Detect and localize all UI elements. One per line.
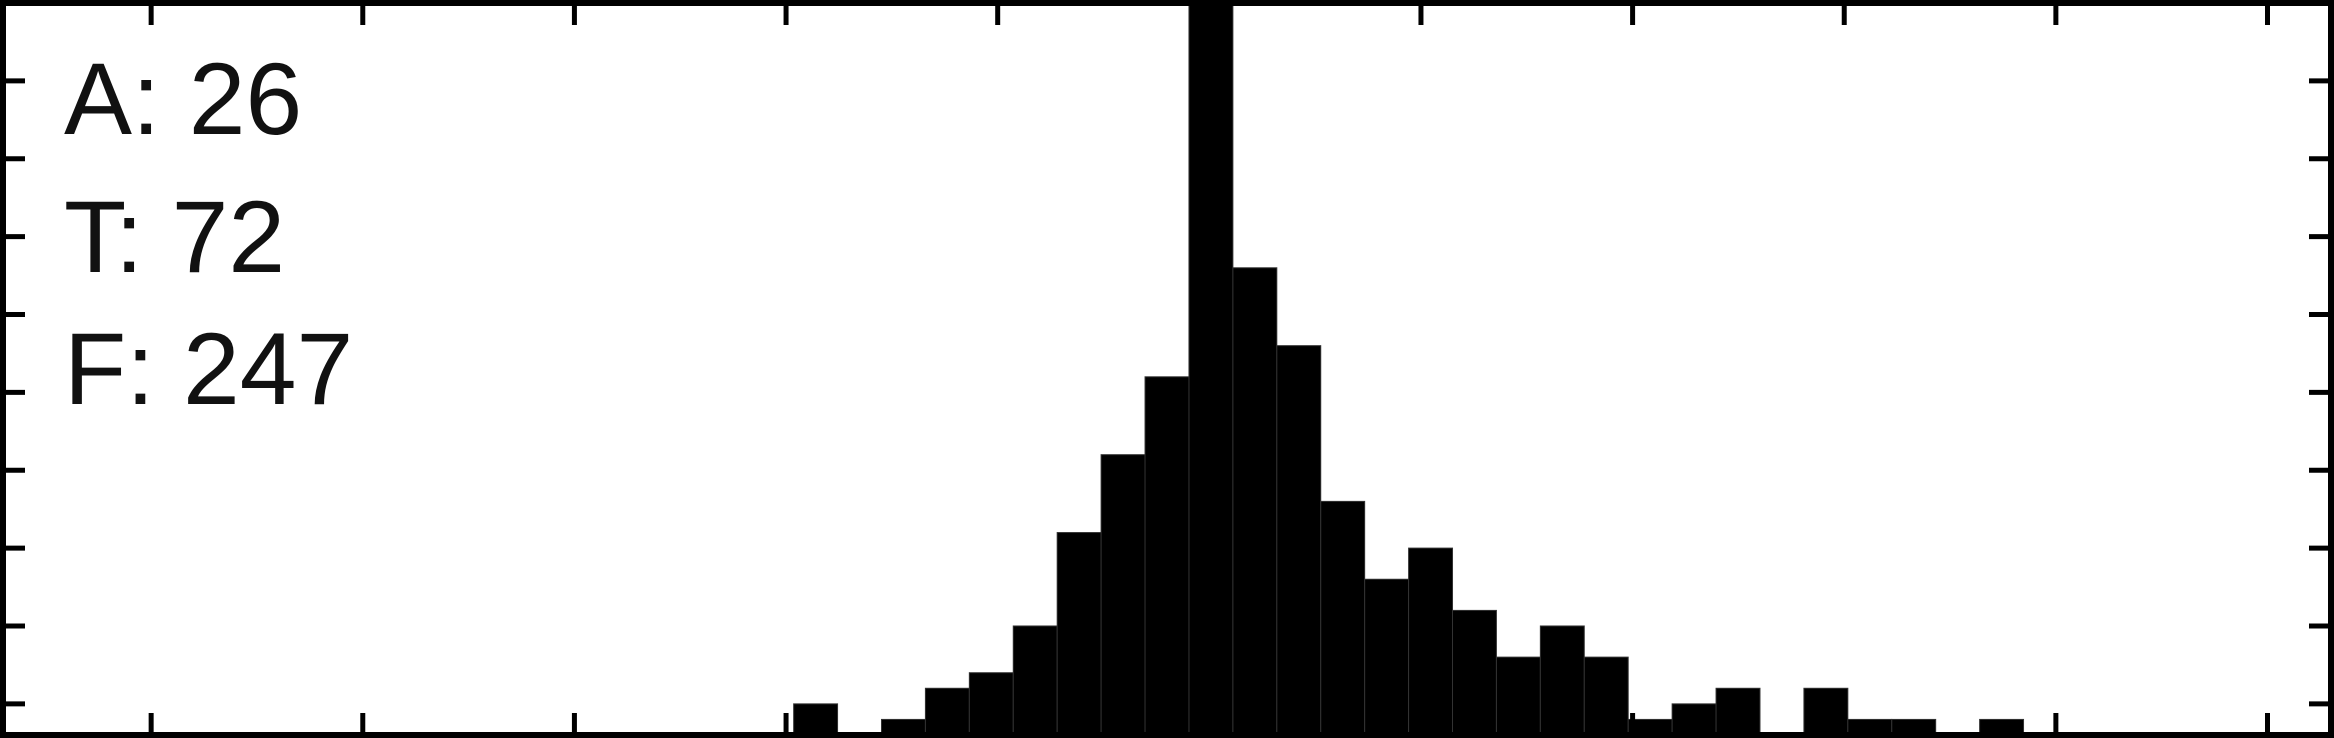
- histogram-bar: [1583, 656, 1629, 736]
- annotation-t: T: 72: [64, 180, 286, 294]
- histogram-bar: [968, 672, 1014, 736]
- histogram-bar: [1495, 656, 1541, 736]
- histogram-bar: [1803, 687, 1849, 736]
- histogram-bar: [1715, 687, 1761, 736]
- histogram-bar: [1144, 376, 1190, 736]
- histogram-bar: [1408, 547, 1454, 736]
- histogram-bar: [1100, 454, 1146, 736]
- histogram-bar: [1012, 625, 1058, 736]
- histogram-bar: [1188, 2, 1234, 736]
- histogram-bar: [1056, 532, 1102, 736]
- histogram-bar: [1539, 625, 1585, 736]
- annotation-a: A: 26: [64, 42, 303, 156]
- histogram-bar: [1452, 609, 1497, 736]
- annotation-f: F: 247: [64, 312, 354, 426]
- histogram-bar: [1320, 500, 1366, 736]
- histogram-bar: [1276, 345, 1322, 736]
- histogram-bars: [793, 2, 2025, 736]
- histogram-bar: [1671, 703, 1717, 736]
- histogram-bar: [924, 687, 970, 736]
- histogram-bar: [1232, 267, 1278, 736]
- histogram-bar: [793, 703, 839, 736]
- axis-ticks: [3, 3, 2331, 735]
- histogram-bar: [1364, 578, 1410, 736]
